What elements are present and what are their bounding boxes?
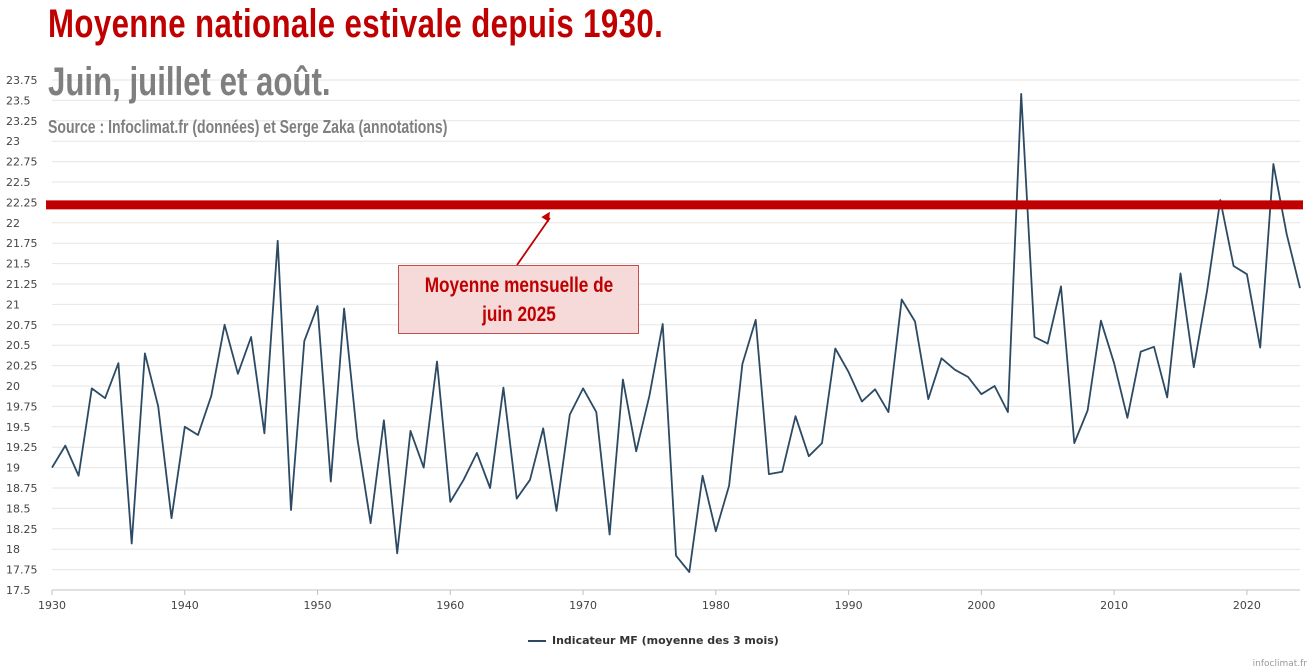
y-tick-label: 21.75 xyxy=(6,237,38,250)
legend-label[interactable]: Indicateur MF (moyenne des 3 mois) xyxy=(552,634,779,647)
y-tick-label: 23.75 xyxy=(6,74,38,87)
y-tick-label: 22 xyxy=(6,217,20,230)
reference-arrow xyxy=(516,217,551,266)
x-tick-label: 2000 xyxy=(967,599,995,612)
x-tick-label: 1940 xyxy=(171,599,199,612)
y-tick-label: 18.25 xyxy=(6,523,38,536)
chart-subtitle: Juin, juillet et août. xyxy=(48,60,331,104)
y-tick-label: 19.75 xyxy=(6,400,38,413)
y-tick-label: 18 xyxy=(6,543,20,556)
y-tick-label: 22.25 xyxy=(6,196,38,209)
y-axis: 17.5 17.75 18 18.25 18.5 18.75 19 19.25 19.5 19.7… xyxy=(6,74,38,597)
y-tick-label: 17.5 xyxy=(6,584,31,597)
y-tick-label: 20.75 xyxy=(6,319,38,332)
y-tick-label: 23.25 xyxy=(6,115,38,128)
y-tick-label: 21.25 xyxy=(6,278,38,291)
x-tick-label: 1970 xyxy=(569,599,597,612)
y-tick-label: 23 xyxy=(6,135,20,148)
x-tick-label: 1930 xyxy=(38,599,66,612)
y-tick-label: 19.5 xyxy=(6,421,31,434)
x-axis: 1930 1940 1950 1960 1970 1980 1990 2000 2010 2020 xyxy=(38,589,1300,612)
y-tick-label: 20.25 xyxy=(6,360,38,373)
x-tick-label: 2020 xyxy=(1233,599,1261,612)
y-tick-label: 20 xyxy=(6,380,20,393)
y-tick-label: 22.75 xyxy=(6,156,38,169)
x-tick-label: 1960 xyxy=(436,599,464,612)
chart-source: Source : Infoclimat.fr (données) et Serg… xyxy=(48,117,448,137)
y-tick-label: 21.5 xyxy=(6,258,31,271)
y-tick-label: 18.75 xyxy=(6,482,38,495)
gridlines xyxy=(52,79,1300,591)
x-tick-label: 2010 xyxy=(1100,599,1128,612)
y-tick-label: 20.5 xyxy=(6,339,31,352)
legend[interactable]: Indicateur MF (moyenne des 3 mois) xyxy=(528,634,779,647)
series-layer xyxy=(51,93,1301,573)
x-tick-label: 1980 xyxy=(702,599,730,612)
y-tick-label: 18.5 xyxy=(6,502,31,515)
chart-title: Moyenne nationale estivale depuis 1930. xyxy=(48,2,664,46)
credit-watermark: infoclimat.fr xyxy=(1252,659,1307,669)
series-line xyxy=(51,93,1301,573)
y-tick-label: 23.5 xyxy=(6,94,31,107)
reference-layer xyxy=(46,200,1303,266)
y-tick-label: 19 xyxy=(6,462,20,475)
y-tick-label: 22.5 xyxy=(6,176,31,189)
x-tick-label: 1950 xyxy=(304,599,332,612)
x-tick-label: 1990 xyxy=(835,599,863,612)
y-tick-label: 19.25 xyxy=(6,441,38,454)
y-tick-label: 21 xyxy=(6,298,20,311)
reference-callout: Moyenne mensuelle de juin 2025 xyxy=(398,265,639,334)
legend-swatch xyxy=(528,639,546,642)
reference-callout-text: Moyenne mensuelle de juin 2025 xyxy=(424,273,613,326)
y-tick-label: 17.75 xyxy=(6,564,38,577)
reference-arrowhead xyxy=(541,211,550,222)
